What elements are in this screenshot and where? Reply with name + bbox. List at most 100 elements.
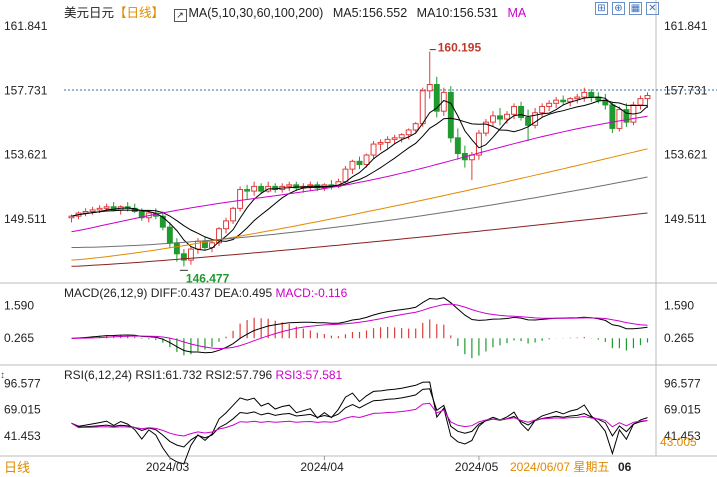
macd-dea-line [71, 303, 648, 350]
candle-body [187, 248, 194, 261]
ma5-value: MA5:156.552 [332, 6, 408, 20]
candle-body [138, 210, 145, 219]
candle-body [588, 91, 595, 98]
price-axis-label-left: 153.621 [4, 148, 48, 162]
macd-diff-line [71, 297, 648, 354]
candle-body [489, 115, 496, 123]
ma10-value: MA10:156.531 [416, 6, 498, 20]
date-readout: 2024/06/07 星期五 [510, 460, 610, 474]
candle-body [482, 121, 489, 134]
rsi3-line [71, 402, 648, 437]
rsi-axis-label-left: 96.577 [4, 376, 41, 390]
macd-diff: DIFF:0.437 [150, 286, 211, 300]
rsi1-value: RSI1:61.732 [135, 368, 203, 382]
rsi3-value: RSI3:57.581 [275, 368, 343, 382]
candle-body [363, 154, 370, 165]
candle-body [412, 123, 419, 131]
candle-body [173, 242, 180, 255]
toolbar-icons: ⊞ ⊕ ▦ ✕ [595, 2, 659, 15]
macd-dea: DEA:0.495 [214, 286, 273, 300]
high-label: 160.195 [438, 41, 482, 55]
candle-body [644, 94, 651, 100]
ma-icon[interactable]: ↗ [173, 9, 187, 22]
close-icon[interactable]: ✕ [646, 2, 659, 15]
x-axis-label: 2024/05 [455, 460, 499, 474]
rsi-scale-icon: ↕ [0, 370, 5, 381]
candle-body [511, 105, 517, 115]
candle-body [103, 206, 110, 209]
expand-icon[interactable]: ⊞ [595, 2, 608, 15]
candle-body [447, 91, 454, 139]
candle-body [391, 137, 398, 140]
price-axis-label-right: 149.511 [664, 212, 707, 226]
candle-body [574, 96, 581, 100]
candle-body [525, 116, 532, 126]
macd-header: MACD(26,12,9) DIFF:0.437 DEA:0.495 MACD:… [64, 286, 347, 300]
macd-axis-label-left: 0.265 [4, 331, 34, 345]
ma10-line [71, 99, 648, 242]
rsi-header: RSI(6,12,24) RSI1:61.732 RSI2:57.796 RSI… [64, 368, 342, 382]
price-axis-label-left: 149.511 [4, 212, 47, 226]
candle-body [159, 215, 166, 228]
candle-body [539, 105, 546, 114]
x-axis-label: 2024/04 [300, 460, 344, 474]
candle-body [384, 138, 391, 144]
symbol-name: 美元日元 [64, 6, 115, 20]
candle-body [405, 129, 412, 136]
candle-body [272, 185, 279, 191]
period-button[interactable]: 日线 [4, 460, 31, 475]
candle-body [398, 134, 405, 139]
candle-body [623, 109, 630, 123]
candle-body [426, 84, 433, 92]
candle-body [370, 143, 377, 156]
macd-axis-label-left: 1.590 [4, 299, 34, 313]
rsi1-line [71, 381, 648, 465]
candle-body [180, 253, 187, 261]
candle-body [356, 160, 363, 165]
price-axis-label-right: 161.841 [664, 19, 708, 33]
candle-body [68, 215, 75, 219]
candle-body [258, 185, 265, 192]
candle-body [532, 112, 539, 126]
candle-body [560, 99, 567, 103]
candle-body [637, 98, 644, 106]
price-axis-label-right: 153.621 [664, 148, 708, 162]
candle-body [609, 104, 616, 129]
candle-body [286, 184, 293, 187]
candle-body [194, 240, 201, 250]
rsi-axis-label-right: 69.015 [664, 403, 701, 417]
rsi-current-value: 43.005 [660, 435, 697, 449]
candle-body [96, 207, 103, 211]
candle-body [110, 206, 117, 211]
crosshair-icon[interactable]: ⊕ [612, 2, 625, 15]
candle-body [553, 99, 560, 104]
macd-axis-label-right: 1.590 [664, 299, 694, 313]
candle-body [518, 105, 525, 118]
rsi-axis-label-left: 41.453 [4, 429, 41, 443]
ma100-line [71, 176, 648, 248]
candle-body [244, 189, 251, 192]
candle-body [504, 113, 510, 120]
candle-body [223, 220, 230, 230]
candle-body [202, 240, 208, 249]
candle-body [89, 209, 96, 212]
macd-name: MACD(26,12,9) [64, 286, 148, 300]
grid-icon[interactable]: ▦ [629, 2, 642, 15]
candle-body [216, 228, 222, 244]
candle-body [349, 160, 356, 170]
candle-body [230, 207, 237, 222]
rsi2-value: RSI2:57.796 [205, 368, 273, 382]
low-label: 146.477 [186, 271, 230, 285]
candle-body [433, 84, 440, 112]
ma5-line [71, 96, 648, 251]
rsi-axis-label-left: 69.015 [4, 403, 41, 417]
period-label[interactable]: 【日线】 [114, 6, 165, 20]
rsi-name: RSI(6,12,24) [64, 368, 133, 382]
candle-body [419, 90, 426, 125]
macd-axis-label-right: 0.265 [664, 331, 694, 345]
candle-body [546, 102, 553, 107]
candle-body [616, 109, 623, 129]
candle-body [251, 185, 258, 192]
